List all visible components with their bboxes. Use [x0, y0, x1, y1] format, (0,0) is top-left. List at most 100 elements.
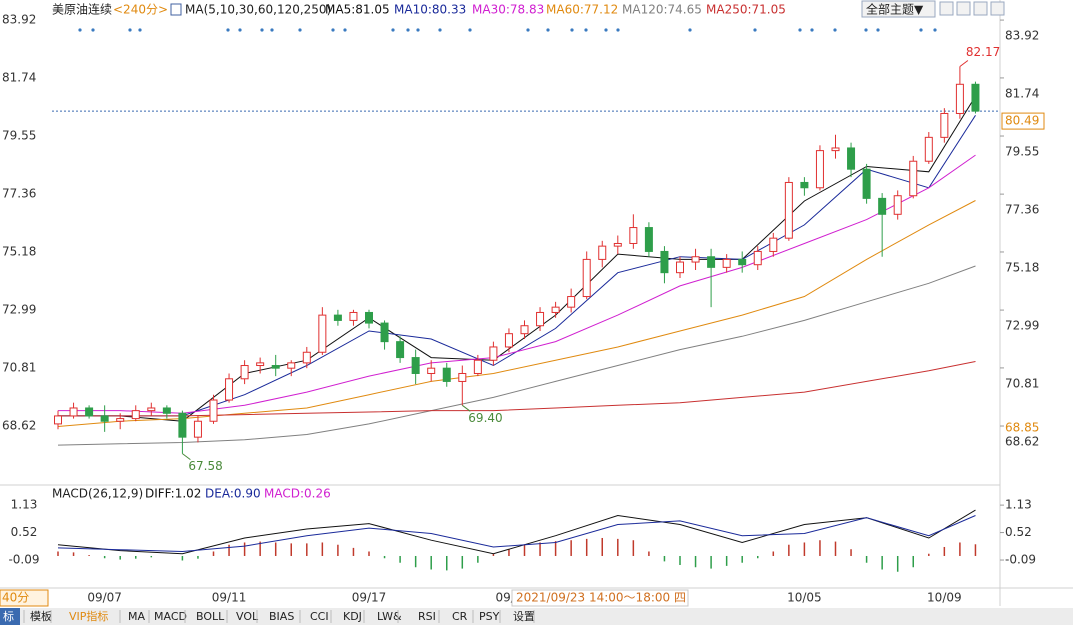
- ma-icon[interactable]: [170, 3, 182, 16]
- cursor-label-box: [511, 589, 689, 607]
- candle-body: [162, 407, 171, 414]
- candle-body: [769, 237, 778, 252]
- y-tick-label-right: 70.81: [1005, 376, 1039, 390]
- candle-body: [209, 399, 218, 422]
- signal-dot: [584, 28, 588, 32]
- tool-icon[interactable]: [956, 1, 971, 16]
- period[interactable]: <240分>: [113, 3, 168, 17]
- y-tick-label-right: 72.99: [1005, 319, 1039, 333]
- candle-body: [333, 314, 342, 321]
- candle-body: [225, 378, 234, 401]
- theme-button[interactable]: 全部主题▼: [866, 2, 924, 17]
- y-tick-label: 79.55: [2, 129, 36, 143]
- candle-body: [85, 407, 94, 417]
- tool-icon[interactable]: [990, 1, 1005, 16]
- candle-body: [302, 351, 311, 364]
- candle-body: [380, 322, 389, 343]
- candle-body: [707, 256, 716, 268]
- signal-dot: [604, 28, 608, 32]
- candle-body: [909, 160, 918, 197]
- current-price-box: [1001, 112, 1045, 130]
- toolbar-tab[interactable]: MACD: [154, 610, 187, 623]
- side-marker-label: 68.85: [1005, 420, 1039, 434]
- y-tick-label: 68.62: [2, 419, 36, 433]
- theme-button-box[interactable]: [861, 0, 936, 18]
- candle-body: [54, 415, 62, 425]
- toolbar-tab[interactable]: 设置: [513, 610, 535, 623]
- legend-entry: MA30:78.83: [472, 3, 544, 17]
- toolbar-background: [0, 608, 1073, 625]
- y-tick-label-right: 79.55: [1005, 145, 1039, 159]
- toolbar-tab[interactable]: PSY: [479, 610, 500, 623]
- toolbar-tab[interactable]: 模板: [30, 609, 52, 623]
- legend-entry: MA120:74.65: [622, 3, 702, 17]
- toolbar-tab[interactable]: RSI: [418, 610, 436, 623]
- toolbar-tab[interactable]: VOL: [236, 610, 259, 623]
- candle-body: [800, 181, 809, 189]
- y-tick-label-right: 0.52: [1005, 525, 1032, 539]
- y-tick-label-right: 81.74: [1005, 86, 1039, 100]
- y-tick-label-right: 77.36: [1005, 203, 1039, 217]
- candle-body: [178, 412, 187, 438]
- signal-dot: [753, 28, 757, 32]
- toolbar-tab[interactable]: BIAS: [269, 610, 294, 623]
- signal-dot: [570, 28, 574, 32]
- toolbar-tab[interactable]: CCI: [310, 610, 329, 623]
- candle-body: [458, 372, 467, 382]
- candle-body: [520, 325, 529, 335]
- toolbar-tab[interactable]: LW&: [377, 610, 402, 623]
- x-tick-label: 10/05: [787, 591, 822, 605]
- annotation-label: 69.40: [468, 411, 502, 425]
- candle-body: [256, 362, 265, 367]
- candle-body: [862, 168, 871, 199]
- x-tick-label: 09/17: [352, 591, 387, 605]
- candle-body: [551, 306, 560, 313]
- candle-body: [738, 258, 747, 266]
- candle-body: [940, 112, 949, 138]
- legend-entry: MA60:77.12: [546, 3, 618, 17]
- toolbar-tab[interactable]: VIP指标: [69, 609, 108, 623]
- y-tick-label: 70.81: [2, 360, 36, 374]
- signal-dot: [138, 28, 142, 32]
- indicator: MA(5,10,30,60,120,250): [185, 3, 331, 17]
- candle-body: [971, 83, 980, 112]
- legend-entry: MACD:0.26: [264, 487, 331, 501]
- signal-dot: [91, 28, 95, 32]
- y-tick-label: 1.13: [11, 498, 38, 512]
- toolbar-tab[interactable]: 标: [3, 609, 14, 623]
- legend-entry: DEA:0.90: [205, 487, 261, 501]
- signal-dot: [864, 28, 868, 32]
- signal-dot: [876, 28, 880, 32]
- y-tick-label-right: 75.18: [1005, 260, 1039, 274]
- signal-dot: [919, 28, 923, 32]
- cursor-label: 2021/09/23 14:00～18:00 四: [516, 591, 686, 605]
- annotation-label: 82.17: [966, 45, 1000, 59]
- annotation-tick: [461, 404, 471, 412]
- y-tick-label-right: -0.09: [1005, 553, 1036, 567]
- signal-dot: [526, 28, 530, 32]
- toolbar-tab[interactable]: BOLL: [196, 610, 225, 623]
- tool-icon[interactable]: [939, 1, 954, 16]
- macd-line: [57, 515, 976, 553]
- period-tab[interactable]: 40分: [2, 591, 29, 605]
- x-tick-label: 10/09: [927, 591, 962, 605]
- toolbar-tab[interactable]: CR: [452, 610, 468, 623]
- toolbar-tab[interactable]: MA: [128, 610, 145, 623]
- legend-entry: MA250:71.05: [706, 3, 786, 17]
- candle-body: [69, 407, 78, 417]
- candle-body: [536, 311, 545, 327]
- y-tick-label: 75.18: [2, 244, 36, 258]
- y-tick-label: 83.92: [2, 13, 36, 27]
- candle-body: [567, 296, 576, 308]
- y-tick-label: 77.36: [2, 187, 36, 201]
- legend-entry: DIFF:1.02: [145, 487, 201, 501]
- toolbar-tab[interactable]: KDJ: [343, 610, 362, 623]
- tool-icon[interactable]: [973, 1, 988, 16]
- annotation-label: 67.58: [188, 459, 222, 473]
- candle-body: [924, 136, 933, 162]
- signal-dot: [468, 28, 472, 32]
- period-tab-box[interactable]: [0, 589, 49, 607]
- signal-dot: [616, 28, 620, 32]
- candle-body: [613, 242, 622, 247]
